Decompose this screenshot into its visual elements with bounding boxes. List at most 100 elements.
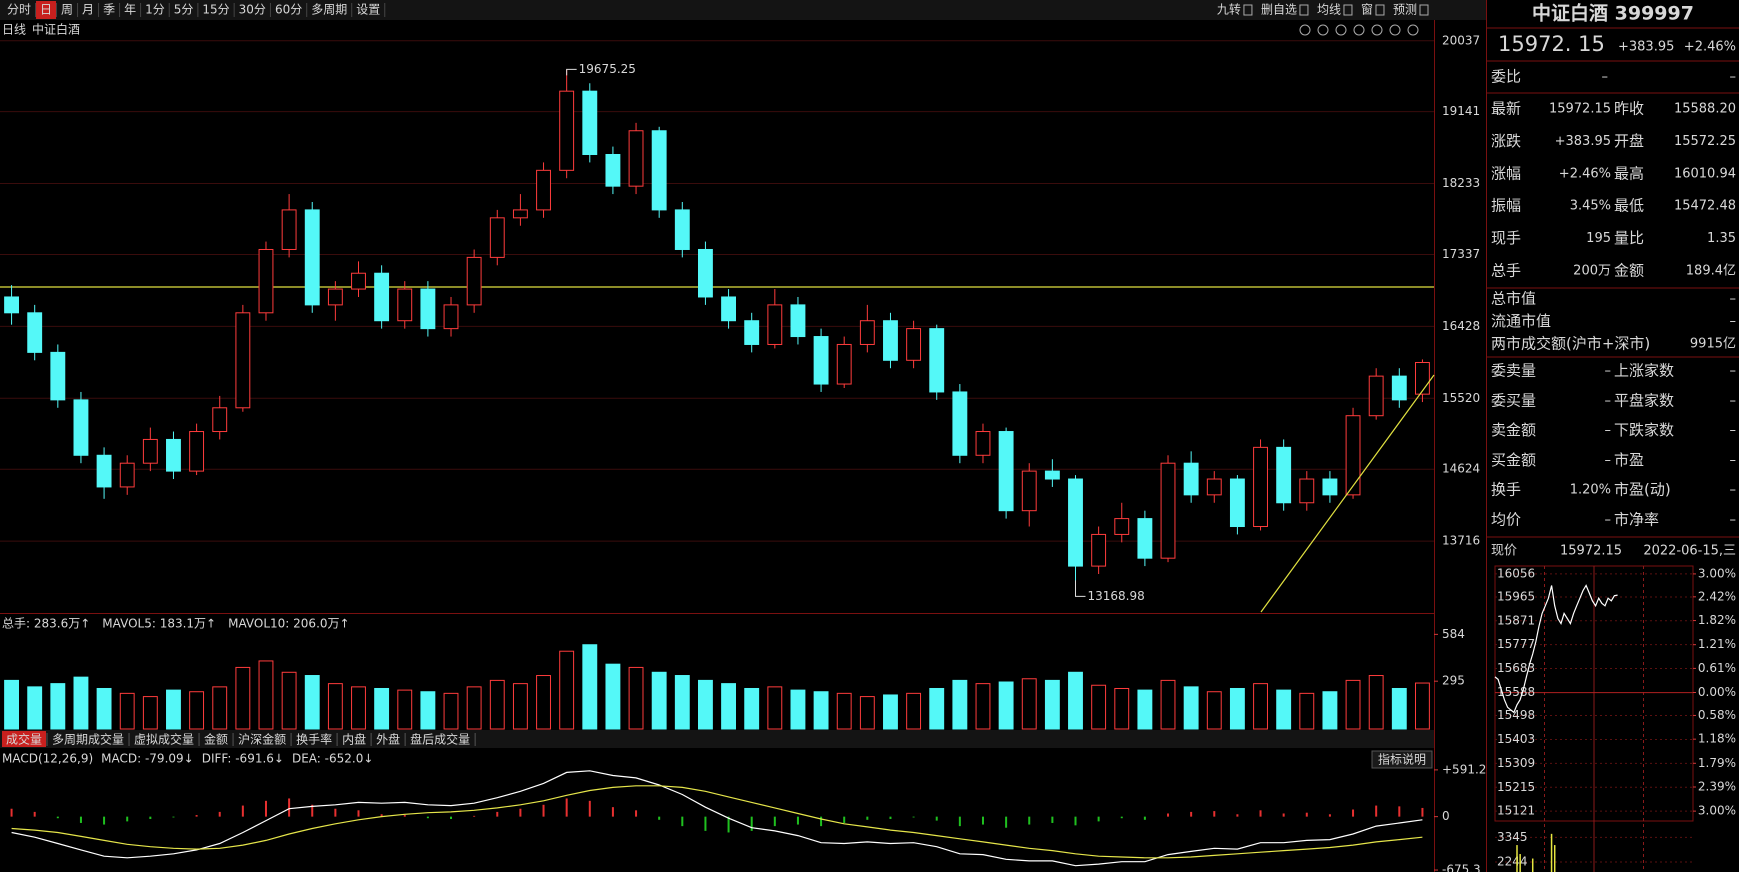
macd-bar bbox=[658, 816, 661, 820]
macd-bar bbox=[1236, 814, 1239, 817]
lock-icon[interactable] bbox=[1371, 24, 1383, 36]
volume-bar bbox=[327, 683, 343, 730]
indicator-tab[interactable]: 沪深金额 bbox=[238, 732, 286, 747]
y-tick-label: 18233 bbox=[1442, 176, 1480, 190]
candle-body bbox=[1253, 446, 1268, 528]
row-value: 15588.20 bbox=[1674, 102, 1736, 117]
macd-bar bbox=[681, 816, 684, 827]
macd-bar bbox=[288, 798, 291, 817]
macd-bar bbox=[820, 816, 823, 827]
macd-bar bbox=[750, 816, 753, 831]
indicator-tab[interactable]: 金额 bbox=[204, 732, 228, 747]
candle-body bbox=[1206, 478, 1222, 496]
candle-body bbox=[420, 288, 436, 330]
row-label: 涨跌 bbox=[1491, 132, 1521, 150]
tabs-bg bbox=[0, 730, 1434, 748]
y2-tick-label: 0.00% bbox=[1698, 685, 1736, 699]
undo-icon[interactable] bbox=[1335, 24, 1347, 36]
volume-bar bbox=[906, 692, 922, 730]
zoom-out-icon[interactable] bbox=[1407, 24, 1419, 36]
candle-body bbox=[4, 296, 20, 314]
cut-icon[interactable] bbox=[1353, 24, 1365, 36]
y-tick-label: 15777 bbox=[1497, 637, 1535, 651]
y2-tick-label: 2.42% bbox=[1698, 589, 1736, 603]
tool-icon bbox=[1375, 4, 1385, 16]
tool-button[interactable]: 窗 bbox=[1361, 3, 1373, 17]
macd-bar bbox=[704, 816, 707, 831]
volume-bar bbox=[628, 666, 644, 730]
intraday-volume-bar bbox=[1553, 845, 1556, 872]
indicator-tab[interactable]: 内盘 bbox=[342, 732, 366, 747]
macd-header: MACD: -79.09↓ bbox=[101, 752, 194, 766]
period-tab[interactable]: 季 bbox=[103, 3, 115, 17]
row-value: 15972.15 bbox=[1549, 102, 1611, 117]
indicator-tab[interactable]: 虚拟成交量 bbox=[134, 732, 194, 747]
macd-bar bbox=[1120, 816, 1123, 819]
intraday-volume-bar bbox=[1531, 858, 1534, 872]
macd-bar bbox=[1167, 813, 1170, 817]
volume-bar bbox=[1229, 687, 1245, 730]
tool-button[interactable]: 均线 bbox=[1317, 3, 1341, 17]
macd-bar bbox=[1074, 816, 1077, 826]
book-label: 市盈(动) bbox=[1614, 481, 1671, 499]
y-tick-label: +591.2 bbox=[1442, 762, 1486, 776]
y-tick-label: 16056 bbox=[1497, 566, 1535, 580]
macd-bar bbox=[542, 804, 545, 817]
y-tick-label: 295 bbox=[1442, 674, 1465, 688]
volume-bar bbox=[836, 692, 852, 730]
tool-button[interactable]: 删自选 bbox=[1261, 3, 1297, 17]
period-tab[interactable]: 分时 bbox=[7, 3, 31, 17]
market-label: 总市值 bbox=[1491, 290, 1536, 308]
indicator-tab[interactable]: 成交量 bbox=[6, 732, 42, 747]
candle-body bbox=[73, 399, 89, 456]
macd-bar bbox=[149, 816, 152, 820]
indicator-tab[interactable]: 换手率 bbox=[296, 732, 332, 747]
period-tab[interactable]: 月 bbox=[82, 3, 94, 17]
period-tab[interactable]: 60分 bbox=[275, 3, 302, 17]
intraday-label: 现价 bbox=[1491, 544, 1517, 559]
period-tab[interactable]: 1分 bbox=[145, 3, 165, 17]
hand-icon[interactable] bbox=[1317, 24, 1329, 36]
market-value: – bbox=[1730, 314, 1737, 329]
candle-body bbox=[1345, 415, 1361, 496]
period-tab[interactable]: 15分 bbox=[202, 3, 229, 17]
candle-body bbox=[166, 438, 181, 472]
macd-bar bbox=[172, 816, 175, 818]
tool-button[interactable]: 预测 bbox=[1393, 3, 1417, 17]
tool-button[interactable]: 九转 bbox=[1217, 2, 1241, 17]
intraday-volume-bar bbox=[1550, 833, 1553, 872]
candle-body bbox=[1091, 533, 1107, 567]
row-value: +2.46% bbox=[1559, 166, 1611, 181]
macd-bar bbox=[126, 816, 129, 822]
book-value: – bbox=[1605, 513, 1612, 528]
period-tab[interactable]: 多周期 bbox=[311, 3, 347, 17]
tool-icon bbox=[1299, 4, 1309, 16]
volume-bar bbox=[859, 696, 875, 730]
volume-bar bbox=[1021, 678, 1037, 730]
volume-bar bbox=[73, 676, 89, 730]
candle-body bbox=[767, 304, 783, 345]
volume-bar bbox=[767, 686, 783, 730]
macd-bar bbox=[1213, 811, 1216, 817]
indicator-tab[interactable]: 盘后成交量 bbox=[410, 732, 470, 747]
indicator-help-button[interactable]: 指标说明 bbox=[1378, 752, 1426, 767]
period-tab[interactable]: 30分 bbox=[239, 3, 266, 17]
volume-bar bbox=[96, 687, 112, 730]
indicator-tab[interactable]: 外盘 bbox=[376, 732, 400, 747]
book-value: – bbox=[1730, 423, 1737, 438]
period-tab[interactable]: 设置 bbox=[356, 3, 380, 17]
period-tab[interactable]: 日 bbox=[40, 3, 52, 17]
book-value: – bbox=[1605, 393, 1612, 408]
period-tab[interactable]: 周 bbox=[61, 3, 73, 17]
zoom-in-icon[interactable] bbox=[1389, 24, 1401, 36]
eye-icon[interactable] bbox=[1299, 24, 1311, 36]
y-tick-label: 15683 bbox=[1497, 661, 1535, 675]
macd-bar bbox=[79, 816, 82, 823]
y-tick-label: 15871 bbox=[1497, 613, 1535, 627]
period-tab[interactable]: 年 bbox=[124, 3, 136, 17]
macd-bar bbox=[264, 800, 267, 817]
period-tab[interactable]: 5分 bbox=[174, 3, 194, 17]
indicator-tab[interactable]: 多周期成交量 bbox=[52, 732, 124, 747]
volume-bar bbox=[651, 671, 667, 730]
volume-bar bbox=[582, 644, 598, 730]
